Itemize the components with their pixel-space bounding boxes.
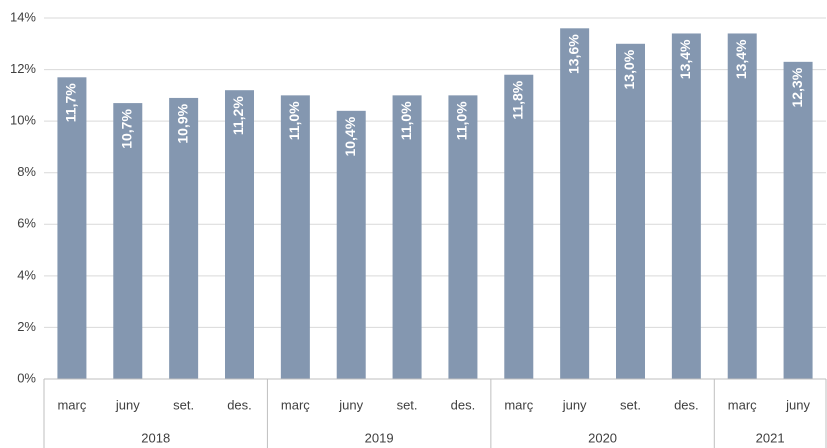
x-tick-label: set.	[173, 397, 194, 412]
value-label: 11,8%	[509, 80, 525, 119]
bar	[504, 74, 534, 379]
x-tick-label: set.	[397, 397, 418, 412]
value-label: 10,4%	[342, 116, 358, 156]
x-tick-label: des.	[451, 397, 476, 412]
bar	[727, 33, 757, 379]
bar	[616, 43, 645, 380]
bar	[392, 95, 422, 379]
bar	[783, 61, 813, 379]
value-label: 11,0%	[398, 101, 414, 140]
bar	[448, 95, 478, 379]
group-label: 2018	[141, 430, 170, 445]
value-label: 11,2%	[230, 96, 246, 135]
value-label: 13,4%	[733, 39, 749, 79]
x-tick-label: març	[57, 397, 86, 412]
group-label: 2020	[588, 430, 617, 445]
value-label: 11,0%	[286, 101, 302, 140]
value-label: 12,3%	[789, 67, 805, 107]
bar	[113, 103, 143, 379]
group-label: 2021	[756, 430, 785, 445]
y-tick-label: 0%	[17, 370, 36, 385]
bar	[671, 33, 701, 379]
y-tick-label: 8%	[17, 164, 36, 179]
value-label: 10,9%	[174, 103, 190, 143]
bar	[169, 97, 199, 379]
group-label: 2019	[365, 430, 394, 445]
bar	[57, 77, 87, 380]
bar	[225, 90, 254, 379]
y-tick-label: 14%	[10, 9, 36, 24]
value-label: 13,0%	[621, 49, 637, 89]
bar	[280, 95, 310, 379]
value-label: 10,7%	[118, 109, 134, 149]
y-tick-label: 10%	[10, 113, 36, 128]
x-tick-label: des.	[674, 397, 699, 412]
x-tick-label: juny	[562, 397, 587, 412]
value-label: 13,4%	[677, 39, 693, 79]
x-tick-label: juny	[115, 397, 140, 412]
y-tick-label: 12%	[10, 61, 36, 76]
bar	[560, 28, 590, 380]
x-tick-label: març	[504, 397, 533, 412]
x-tick-label: juny	[338, 397, 363, 412]
y-tick-label: 2%	[17, 319, 36, 334]
value-label: 11,0%	[454, 101, 470, 140]
y-tick-label: 4%	[17, 267, 36, 282]
x-tick-label: set.	[620, 397, 641, 412]
x-tick-label: març	[281, 397, 310, 412]
bar	[336, 110, 366, 379]
x-tick-label: juny	[785, 397, 810, 412]
value-label: 11,7%	[63, 83, 79, 122]
x-tick-label: març	[728, 397, 757, 412]
y-tick-label: 6%	[17, 216, 36, 231]
value-label: 13,6%	[565, 34, 581, 74]
x-tick-label: des.	[227, 397, 252, 412]
